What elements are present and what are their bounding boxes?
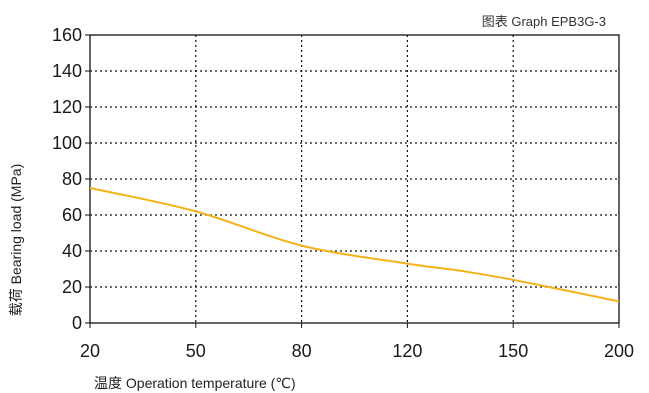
series-line (89, 187, 620, 303)
y-tick-label: 120 (52, 97, 82, 117)
axes (85, 34, 620, 328)
x-tick-label: 150 (498, 341, 528, 361)
x-tick-label: 120 (392, 341, 422, 361)
y-tick-label: 60 (62, 205, 82, 225)
series-group (89, 187, 620, 303)
y-tick-label: 160 (52, 25, 82, 45)
y-tick-label: 0 (72, 313, 82, 333)
x-axis-ticks: 20 50 80 120 150 200 (80, 341, 634, 361)
x-axis-label: 温度 Operation temperature (℃) (94, 375, 296, 391)
x-tick-label: 50 (186, 341, 206, 361)
y-axis-ticks: 0 20 40 60 80 100 120 140 160 (52, 25, 82, 333)
grid-lines (90, 35, 619, 323)
y-tick-label: 100 (52, 133, 82, 153)
x-tick-label: 20 (80, 341, 100, 361)
y-axis-label: 载荷 Bearing load (MPa) (8, 164, 24, 317)
y-tick-label: 20 (62, 277, 82, 297)
chart-caption: 图表 Graph EPB3G-3 (482, 14, 606, 29)
y-tick-label: 80 (62, 169, 82, 189)
y-tick-label: 140 (52, 61, 82, 81)
x-tick-label: 80 (292, 341, 312, 361)
y-tick-label: 40 (62, 241, 82, 261)
x-tick-label: 200 (604, 341, 634, 361)
plot-frame (89, 34, 620, 324)
